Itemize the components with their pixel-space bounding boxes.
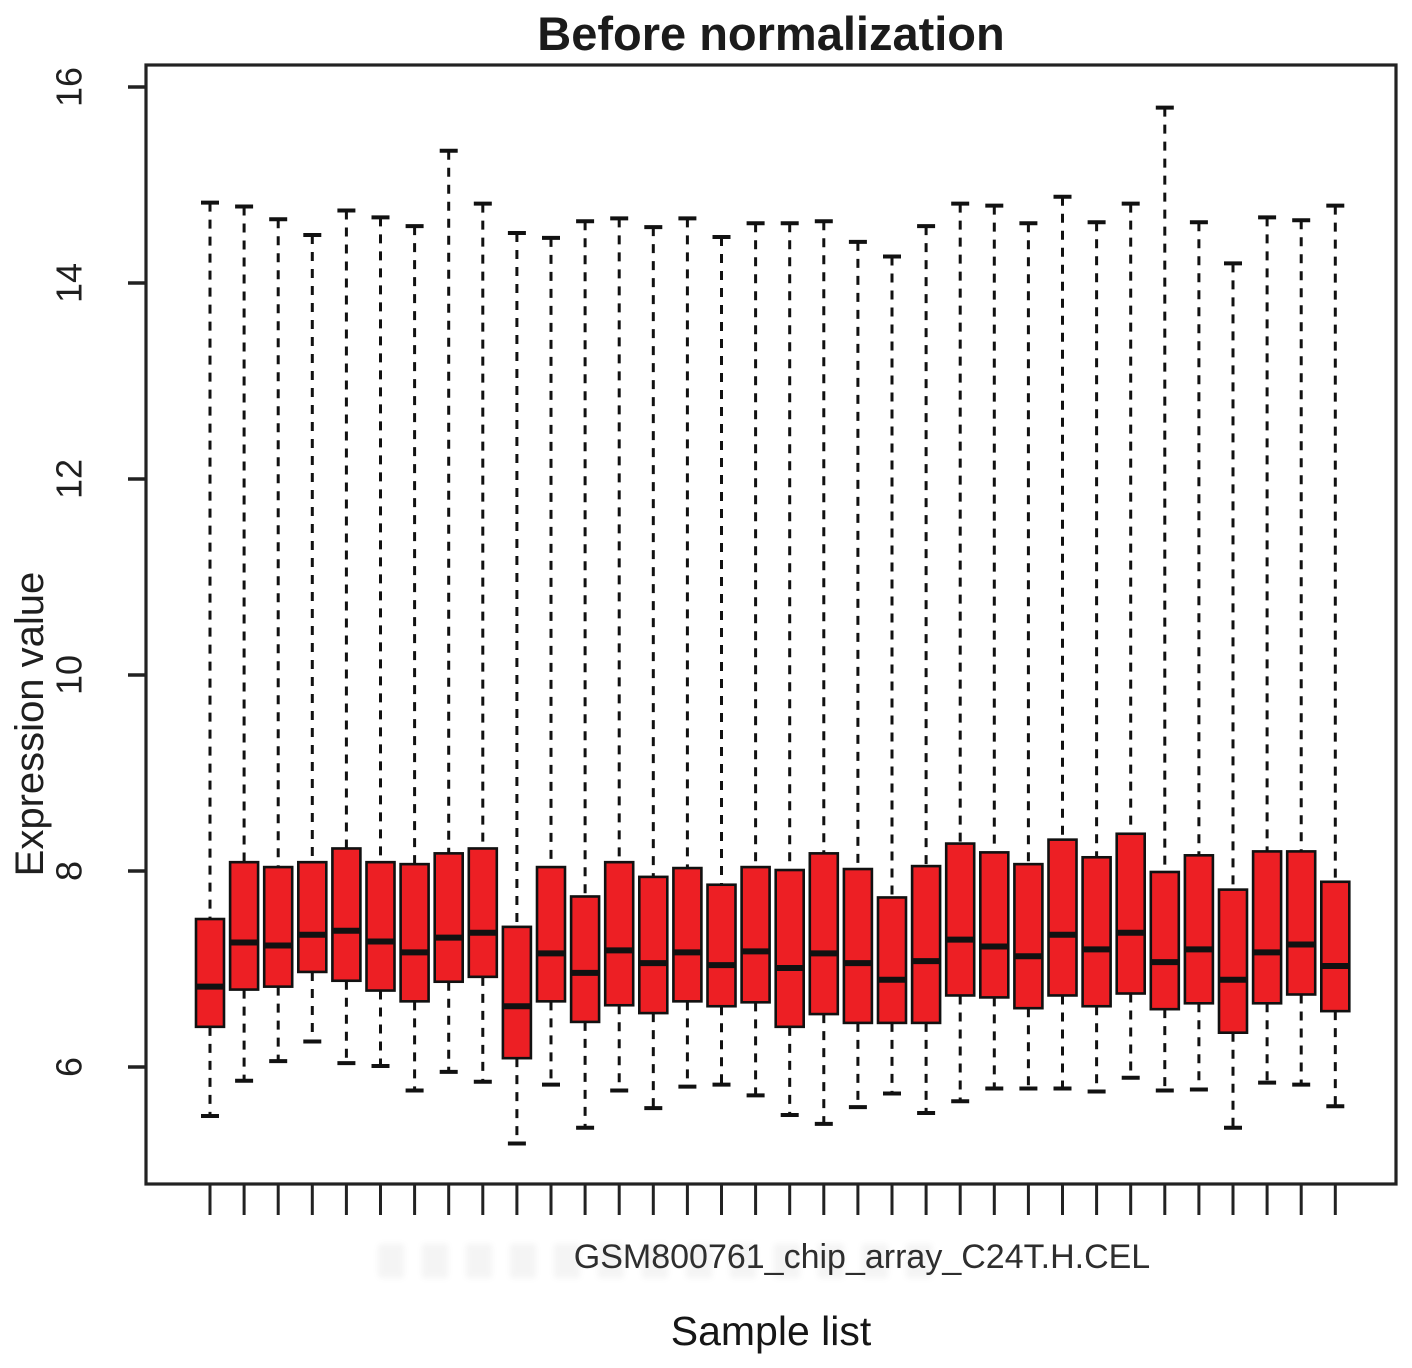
y-tick-label: 12 [49, 459, 90, 499]
box-rect [706, 883, 737, 1008]
box-rect [740, 865, 771, 1004]
plot-border [144, 63, 1398, 1186]
box-rect [672, 866, 703, 1003]
x-axis-title: Sample list [670, 1308, 872, 1354]
box-rect [228, 860, 260, 991]
box-rect [1217, 888, 1249, 1034]
box-rect [1149, 870, 1181, 1011]
box-rect [331, 847, 362, 983]
box-rect [569, 895, 601, 1024]
x-axis-sample-tick-label: GSM800761_chip_array_C24T.H.CEL [573, 1238, 1151, 1276]
box-rect [1047, 838, 1078, 997]
box-rect [1285, 850, 1317, 996]
chart-title: Before normalization [537, 7, 1005, 60]
box-rect [1115, 832, 1146, 995]
y-axis-title: Expression value [8, 571, 52, 877]
box-rect [194, 917, 226, 1029]
box-rect [433, 852, 465, 984]
box-rect [262, 865, 294, 988]
box-rect [944, 842, 976, 997]
box-rect [603, 860, 635, 1007]
box-rect [1251, 850, 1283, 1005]
y-tick-label: 16 [49, 67, 90, 107]
box-rect [1183, 854, 1215, 1005]
box-rect [876, 896, 908, 1025]
box-rect [1013, 862, 1044, 1010]
box-rect [774, 868, 806, 1029]
box-rect [467, 847, 499, 979]
box-rect [978, 851, 1010, 999]
y-tick-label: 6 [49, 1057, 90, 1077]
box-rect [365, 860, 396, 992]
box-rect [535, 865, 567, 1003]
box-rect [1081, 855, 1112, 1008]
box-rect [296, 860, 328, 974]
box-rect [842, 867, 874, 1025]
box-rect [501, 925, 533, 1060]
faded-label-artifact [378, 1244, 938, 1278]
box-rect [910, 864, 942, 1025]
y-tick-label: 14 [49, 263, 90, 303]
box-rect [1320, 880, 1351, 1013]
box-rect [637, 875, 669, 1015]
box-rect [399, 862, 430, 1003]
y-tick-label: 10 [49, 655, 90, 695]
y-tick-label: 8 [49, 861, 90, 881]
box-rect [808, 852, 840, 1016]
